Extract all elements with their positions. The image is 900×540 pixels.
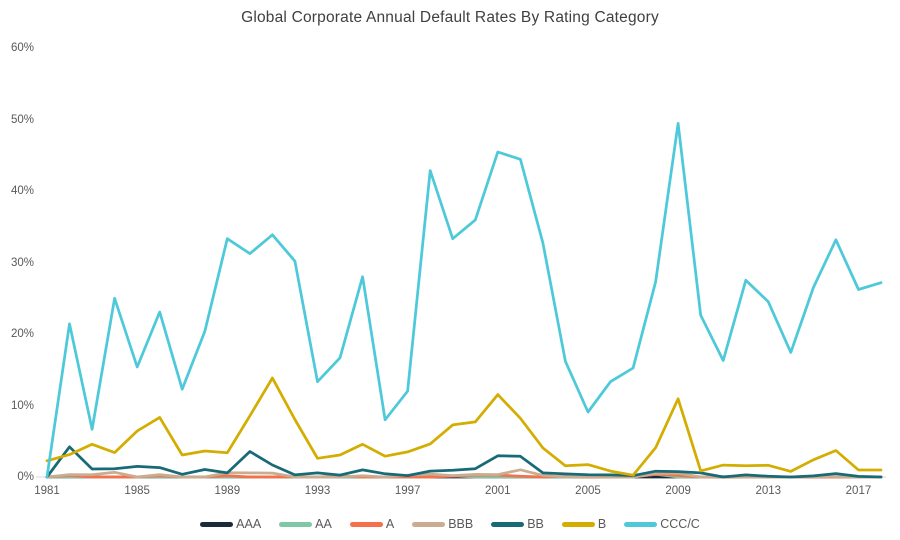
legend-item-label: BB	[527, 517, 544, 531]
x-axis-tick-label: 2017	[845, 485, 872, 497]
x-axis-tick-label: 2005	[575, 485, 601, 497]
legend-item-label: BBB	[448, 517, 474, 531]
legend-swatch-ccc-c-icon	[624, 521, 658, 527]
legend-item-label: AAA	[236, 517, 262, 531]
legend-swatch-bbb-icon	[412, 521, 446, 527]
x-axis-tick-label: 2013	[755, 485, 782, 497]
chart-title: Global Corporate Annual Default Rates By…	[241, 9, 659, 26]
y-axis-tick-label: 0%	[17, 471, 34, 483]
series-line-ccc-c	[45, 122, 883, 479]
legend-item-label: A	[385, 517, 395, 531]
legend-swatch-a-icon	[349, 521, 383, 527]
x-axis-tick-label: 1989	[214, 485, 241, 497]
legend-item-bb: BB	[491, 517, 544, 531]
y-axis-tick-label: 40%	[10, 185, 34, 197]
chart-legend: AAA AA A BBB BB B CCC/C	[0, 514, 900, 534]
y-axis-tick-label: 60%	[10, 42, 34, 54]
legend-item-b: B	[561, 517, 607, 531]
series-line-bb	[45, 445, 883, 479]
x-axis-tick-label: 1981	[34, 485, 60, 497]
legend-swatch-aa-icon	[279, 521, 313, 527]
x-axis-tick-label: 2001	[485, 485, 511, 497]
legend-item-aaa: AAA	[200, 517, 261, 531]
series-line-bbb	[45, 468, 883, 479]
legend-swatch-aaa-icon	[200, 521, 234, 527]
x-axis-tick-label: 2009	[665, 485, 691, 497]
legend-item-label: B	[597, 517, 607, 531]
legend-swatch-b-icon	[561, 521, 595, 527]
legend-item-aa: AA	[279, 517, 332, 531]
legend-item-ccc-c: CCC/C	[624, 517, 700, 531]
legend-item-label: AA	[315, 517, 332, 531]
y-axis-tick-label: 10%	[10, 399, 34, 412]
y-axis-tick-label: 20%	[10, 328, 34, 340]
legend-swatch-bb-icon	[491, 521, 525, 527]
legend-item-label: CCC/C	[660, 517, 700, 531]
legend-item-bbb: BBB	[412, 517, 473, 531]
x-axis-tick-label: 1993	[304, 485, 331, 497]
x-axis-tick-label: 1985	[124, 485, 150, 497]
y-axis-tick-label: 30%	[10, 256, 34, 269]
legend-item-a: A	[349, 517, 395, 531]
x-axis-tick-label: 1997	[394, 485, 421, 497]
series-line-b	[45, 376, 883, 477]
y-axis-tick-label: 50%	[10, 113, 34, 126]
